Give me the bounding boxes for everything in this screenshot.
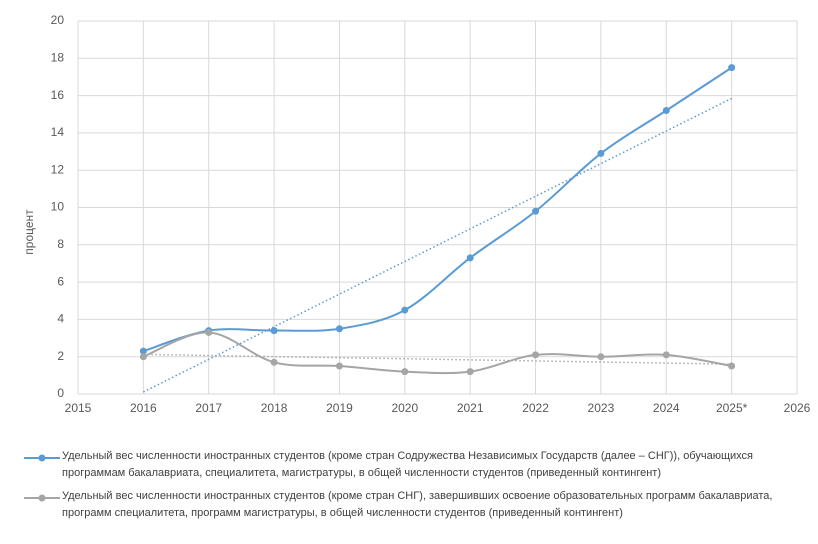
legend-label: Удельный вес численности иностранных сту… bbox=[62, 450, 753, 479]
y-tick-label: 12 bbox=[51, 162, 65, 176]
x-tick-label: 2025* bbox=[716, 401, 748, 415]
legend-label: Удельный вес численности иностранных сту… bbox=[62, 490, 773, 519]
data-point bbox=[270, 327, 278, 335]
trendline bbox=[143, 353, 732, 365]
data-point bbox=[270, 358, 278, 366]
data-point bbox=[335, 362, 343, 370]
y-tick-label: 4 bbox=[57, 312, 64, 326]
data-point bbox=[532, 351, 540, 359]
series-line bbox=[142, 331, 732, 375]
y-axis-label: процент bbox=[22, 209, 36, 255]
data-point bbox=[401, 306, 409, 314]
y-tick-label: 10 bbox=[51, 200, 65, 214]
x-tick-label: 2015 bbox=[65, 401, 92, 415]
y-tick-label: 14 bbox=[51, 125, 65, 139]
y-tick-label: 20 bbox=[51, 13, 65, 27]
x-tick-label: 2019 bbox=[326, 401, 353, 415]
data-point bbox=[597, 353, 605, 361]
x-tick-label: 2020 bbox=[391, 401, 418, 415]
data-point bbox=[466, 254, 474, 262]
y-tick-label: 0 bbox=[57, 386, 64, 400]
data-point bbox=[597, 149, 605, 157]
data-point bbox=[662, 107, 670, 115]
y-tick-label: 2 bbox=[57, 349, 64, 363]
data-point bbox=[662, 351, 670, 359]
y-tick-label: 16 bbox=[51, 88, 65, 102]
x-tick-label: 2022 bbox=[522, 401, 549, 415]
x-tick-label: 2018 bbox=[261, 401, 288, 415]
data-point bbox=[466, 368, 474, 376]
data-point bbox=[728, 362, 736, 370]
data-point bbox=[401, 368, 409, 376]
data-point bbox=[139, 347, 147, 355]
legend-swatch bbox=[24, 454, 60, 462]
y-tick-label: 18 bbox=[51, 50, 65, 64]
x-tick-label: 2026 bbox=[784, 401, 811, 415]
y-tick-label: 6 bbox=[57, 274, 64, 288]
x-tick-label: 2017 bbox=[195, 401, 222, 415]
data-point bbox=[728, 64, 736, 72]
legend-swatch bbox=[24, 494, 60, 502]
trendline bbox=[143, 97, 732, 393]
data-point bbox=[139, 353, 147, 361]
chart: процент 0 2 4 6 8 10 12 14 16 18 20 2015 2016 2017 201… bbox=[22, 13, 811, 415]
x-tick-label: 2021 bbox=[457, 401, 484, 415]
series-line bbox=[143, 66, 733, 353]
data-point bbox=[335, 325, 343, 333]
y-tick-label: 8 bbox=[57, 237, 64, 251]
data-point bbox=[532, 207, 540, 215]
x-tick-label: 2016 bbox=[130, 401, 157, 415]
x-tick-label: 2023 bbox=[588, 401, 615, 415]
data-point bbox=[205, 328, 213, 336]
x-tick-label: 2024 bbox=[653, 401, 680, 415]
